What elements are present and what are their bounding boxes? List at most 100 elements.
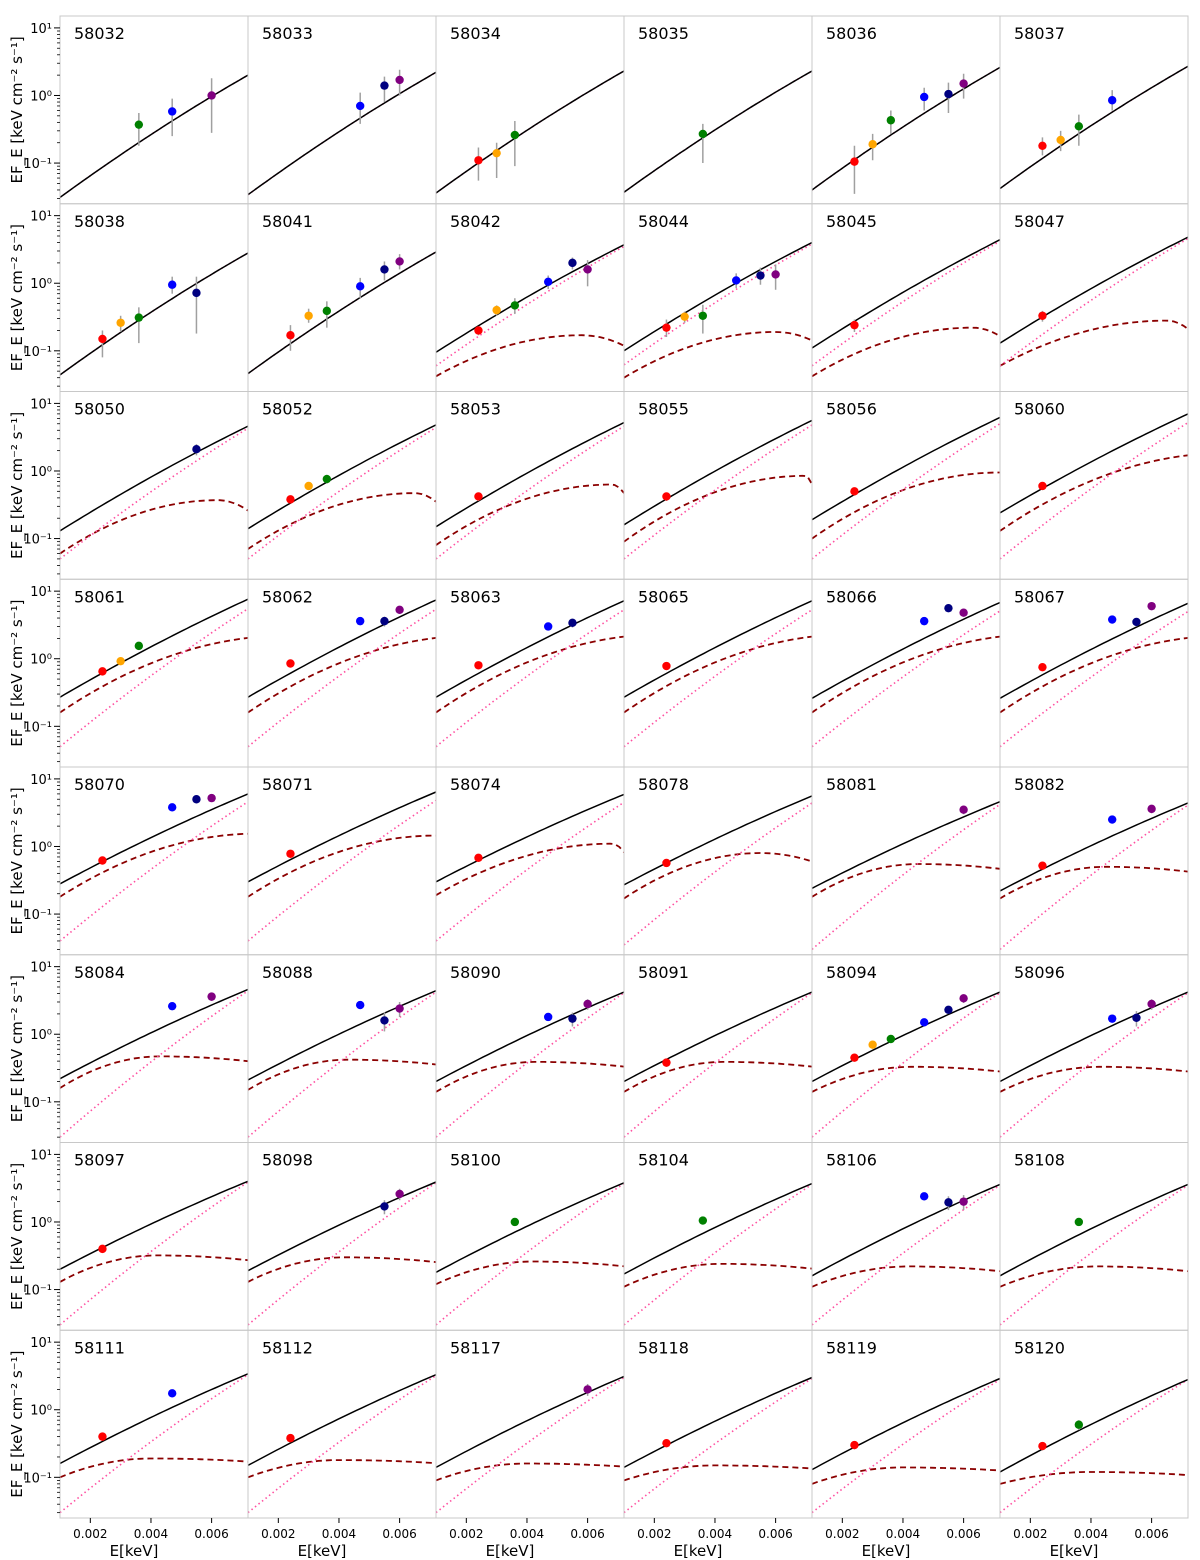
- data-point-red: [286, 849, 295, 858]
- data-point-green: [134, 641, 144, 651]
- panel-label: 58118: [638, 1338, 689, 1357]
- total-model-curve: [60, 988, 248, 1080]
- total-model-curve: [1000, 65, 1188, 190]
- data-point-red: [474, 661, 483, 670]
- x-tick-label: 0.002: [637, 1527, 671, 1541]
- data-point-purple: [1147, 999, 1156, 1009]
- data-point-purple: [959, 994, 968, 1003]
- y-axis-label: EF_E [keV cm⁻² s⁻¹]: [8, 599, 27, 746]
- total-model-curve: [248, 1374, 436, 1467]
- data-point-purple: [959, 608, 968, 617]
- dotted-model-component: [248, 251, 436, 375]
- data-point-navy: [568, 1014, 577, 1023]
- total-model-curve: [812, 1183, 1000, 1277]
- data-point-red: [662, 492, 671, 501]
- y-axis-label: EF_E [keV cm⁻² s⁻¹]: [8, 1350, 27, 1497]
- sed-panel: 58062: [247, 578, 437, 768]
- x-tick-label: 0.002: [261, 1527, 295, 1541]
- data-point-purple: [395, 257, 404, 266]
- dashed-model-component: [1000, 637, 1188, 714]
- dotted-model-component: [1000, 237, 1188, 367]
- y-tick-label: 10⁻¹: [23, 1096, 52, 1111]
- panel-plot-area: [624, 241, 812, 379]
- total-model-curve: [248, 71, 436, 196]
- panel-label: 58041: [262, 212, 313, 231]
- panel-label: 58100: [450, 1151, 501, 1170]
- data-point-green: [1074, 1217, 1084, 1227]
- panel-plot-area: [812, 1377, 1000, 1514]
- dotted-model-component: [812, 610, 1000, 748]
- x-tick-label: 0.002: [825, 1527, 859, 1541]
- data-point-red: [474, 492, 483, 501]
- panel-plot-area: [436, 793, 624, 942]
- dashed-model-component: [60, 499, 248, 555]
- data-point-purple: [395, 75, 404, 85]
- data-point-blue: [543, 1012, 553, 1022]
- dashed-model-component: [812, 326, 1000, 378]
- panel-frame: [623, 766, 813, 956]
- y-tick-label: 10¹: [30, 773, 52, 788]
- data-point-green: [698, 311, 708, 320]
- panel-frame: [999, 766, 1189, 956]
- panel-label: 58065: [638, 587, 689, 606]
- dotted-model-component: [436, 245, 624, 367]
- dashed-model-component: [60, 1457, 248, 1479]
- panel-plot-area: [812, 991, 1000, 1138]
- panel-label: 58037: [1014, 24, 1065, 43]
- panel-label: 58035: [638, 24, 689, 43]
- total-model-curve: [812, 601, 1000, 699]
- sed-panel: 58074: [435, 766, 625, 956]
- panel-label: 58044: [638, 212, 689, 231]
- sed-panel: 58094: [811, 954, 1001, 1143]
- panel-label: 58034: [450, 24, 501, 43]
- y-tick-label: 10⁰: [30, 1028, 52, 1043]
- panel-plot-area: [1000, 1183, 1188, 1326]
- dotted-model-component: [436, 70, 624, 194]
- total-model-curve: [436, 1182, 624, 1273]
- sed-panel: 58036: [811, 15, 1001, 205]
- dotted-model-component: [624, 1183, 812, 1326]
- y-tick-label: 10⁰: [30, 1216, 52, 1231]
- dashed-model-component: [248, 834, 436, 898]
- panel-plot-area: [624, 419, 812, 560]
- sed-panel: 58078: [623, 766, 813, 956]
- data-point-orange: [304, 311, 313, 320]
- sed-panel: 58044: [623, 203, 813, 392]
- total-model-curve: [1000, 1378, 1188, 1473]
- data-point-green: [886, 116, 896, 125]
- panel-plot-area: [248, 1181, 436, 1326]
- total-model-curve: [60, 74, 248, 199]
- dashed-model-component: [624, 1464, 812, 1482]
- data-point-navy: [944, 89, 953, 99]
- data-point-purple: [1147, 804, 1156, 814]
- data-point-orange: [868, 140, 877, 149]
- panel-label: 58104: [638, 1151, 689, 1170]
- panel-plot-area: [812, 239, 1000, 378]
- x-tick-label: 0.006: [946, 1527, 980, 1541]
- panel-frame: [247, 954, 437, 1143]
- data-point-red: [850, 487, 859, 496]
- data-point-purple: [395, 605, 404, 614]
- panel-plot-area: [624, 795, 812, 946]
- panel-frame: [999, 1329, 1189, 1519]
- panel-plot-area: [248, 599, 436, 748]
- total-model-curve: [624, 1376, 812, 1469]
- panel-label: 58062: [262, 587, 313, 606]
- panel-plot-area: [1000, 236, 1188, 367]
- panel-label: 58045: [826, 212, 877, 231]
- panel-frame: [999, 578, 1189, 768]
- data-point-purple: [959, 1197, 968, 1206]
- dashed-model-component: [812, 1466, 1000, 1485]
- x-tick-label: 0.002: [449, 1527, 483, 1541]
- total-model-curve: [60, 1180, 248, 1270]
- dotted-model-component: [436, 609, 624, 748]
- panel-label: 58090: [450, 963, 501, 982]
- data-point-red: [286, 495, 295, 504]
- data-point-green: [698, 129, 708, 139]
- data-point-blue: [543, 277, 553, 286]
- data-point-red: [850, 320, 859, 330]
- total-model-curve: [1000, 1183, 1188, 1277]
- dashed-model-component: [624, 1263, 812, 1288]
- dashed-model-component: [1000, 1265, 1188, 1288]
- dotted-model-component: [436, 992, 624, 1138]
